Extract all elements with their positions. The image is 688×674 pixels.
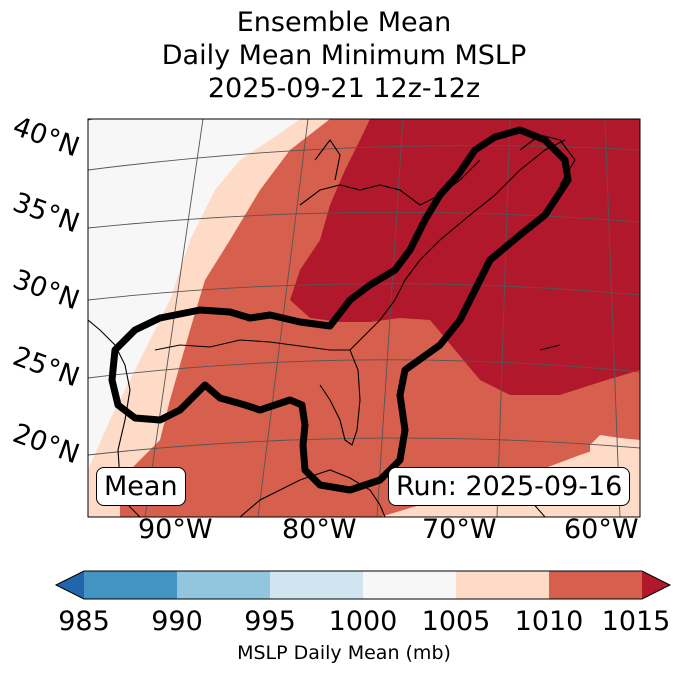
mean-contour <box>108 126 572 494</box>
mean-label: Mean <box>96 467 186 506</box>
lon-label-60: 60°W <box>564 514 639 545</box>
colorbar-seg-990-995 <box>177 571 270 599</box>
title-line-2: Daily Mean Minimum MSLP <box>161 40 527 71</box>
lon-label-90: 90°W <box>138 514 213 545</box>
colorbar-label: MSLP Daily Mean (mb) <box>237 642 451 664</box>
colorbar-outline <box>54 570 672 600</box>
colorbar-underflow <box>56 571 84 599</box>
colorbar-tick-985: 985 <box>58 606 110 637</box>
run-date-label: Run: 2025-09-16 <box>388 467 631 506</box>
colorbar-tick-990: 990 <box>151 606 203 637</box>
title-line-1: Ensemble Mean <box>236 7 452 38</box>
colorbar-tick-1010: 1010 <box>514 606 584 637</box>
lon-label-70: 70°W <box>422 514 497 545</box>
colorbar-seg-985-990 <box>84 571 177 599</box>
title-line-3: 2025-09-21 12z-12z <box>207 73 481 104</box>
colorbar-seg-995-1000 <box>270 571 363 599</box>
colorbar-seg-1010-1015 <box>549 571 642 599</box>
chart-title: Ensemble Mean Daily Mean Minimum MSLP 20… <box>0 6 688 105</box>
map-frame <box>87 118 641 518</box>
colorbar-overflow <box>642 571 670 599</box>
region-above-1015 <box>290 119 640 395</box>
colorbar-tick-1005: 1005 <box>421 606 491 637</box>
colorbar-tick-995: 995 <box>244 606 296 637</box>
colorbar-seg-1005-1010 <box>456 571 549 599</box>
colorbar-tick-1015: 1015 <box>601 606 671 637</box>
colorbar-seg-1000-1005 <box>363 571 456 599</box>
colorbar-tick-1000: 1000 <box>328 606 398 637</box>
lon-label-80: 80°W <box>282 514 357 545</box>
